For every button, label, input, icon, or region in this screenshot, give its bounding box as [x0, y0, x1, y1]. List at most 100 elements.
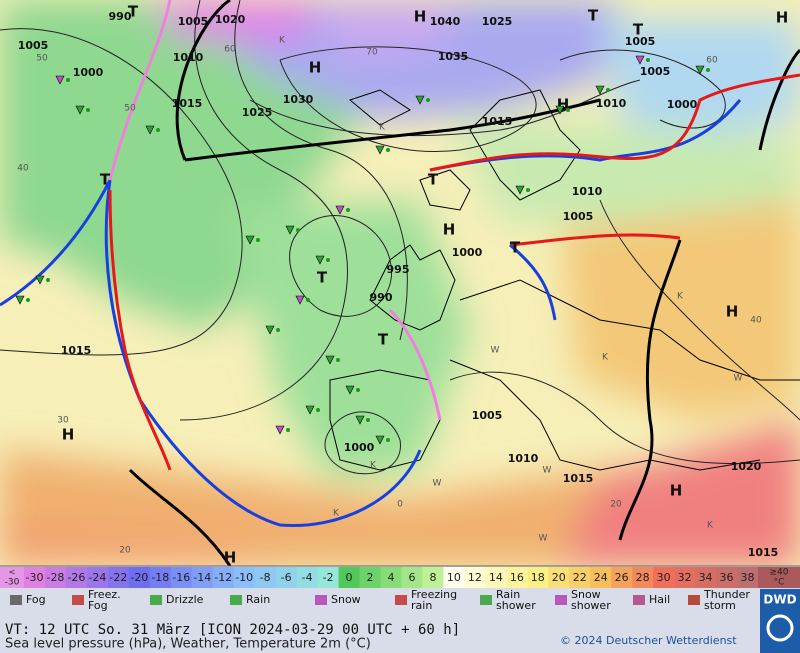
isobar-label: 1005: [563, 210, 594, 223]
temperature-label: K: [279, 36, 286, 46]
weather-symbol: [316, 408, 320, 412]
weather-symbol: [375, 435, 385, 445]
legend-label: Freezing rain: [411, 588, 457, 612]
pressure-center: H: [726, 303, 739, 321]
colorbar-cell: [212, 567, 235, 588]
description: Sea level pressure (hPa), Weather, Tempe…: [5, 637, 371, 652]
colorbar-label: -10: [235, 571, 253, 584]
colorbar-label: 24: [594, 571, 608, 584]
weather-symbol: [66, 78, 70, 82]
colorbar-label: ≥40: [770, 568, 789, 578]
isobar-label: 1005: [472, 409, 503, 422]
colorbar-label: -30: [26, 571, 44, 584]
weather-symbol: [305, 405, 315, 415]
colorbar-label: 26: [615, 571, 629, 584]
legend-label: Fog: [26, 593, 46, 606]
colorbar-cell: [716, 567, 738, 588]
isobar-label: 1010: [173, 51, 204, 64]
weather-symbol: [286, 428, 290, 432]
colorbar-cell: [443, 567, 465, 588]
weather-symbol: [265, 325, 275, 335]
isobar-label: 1030: [283, 93, 314, 106]
pressure-center: T: [588, 7, 599, 25]
colorbar-cell: [317, 567, 340, 588]
isobar-label: 1005: [18, 39, 49, 52]
weather-symbol: [515, 185, 525, 195]
weather-symbol: [526, 188, 530, 192]
temperature-label: K: [602, 353, 609, 363]
colorbar-cell: [506, 567, 528, 588]
weather-symbol: [335, 205, 345, 215]
weather-symbol: [326, 258, 330, 262]
isobar-label: 1015: [172, 97, 203, 110]
colorbar-cell: [590, 567, 612, 588]
colorbar-cell: [632, 567, 654, 588]
logo-text: DWD: [763, 593, 796, 607]
legend-label: Rain: [246, 593, 270, 606]
colorbar-label: 22: [573, 571, 587, 584]
isobar-label: 1000: [667, 98, 698, 111]
dwd-logo: [760, 589, 800, 653]
pressure-center: H: [443, 221, 456, 239]
colorbar-label: -22: [109, 571, 127, 584]
isobar-label: 1000: [452, 246, 483, 259]
pressure-center: H: [224, 549, 237, 567]
colorbar-label: -20: [130, 571, 148, 584]
fronts: [0, 0, 800, 528]
colorbar-cell: [674, 567, 696, 588]
legend-label: Snow: [331, 593, 361, 606]
weather-symbol: [275, 425, 285, 435]
colorbar-cell: [107, 567, 130, 588]
isobar-label: 995: [387, 263, 410, 276]
legend-icon: [395, 595, 407, 605]
weather-symbol: [156, 128, 160, 132]
temperature-label: 70: [366, 48, 378, 58]
colorbar-cell: [275, 567, 298, 588]
temperature-label: K: [677, 292, 684, 302]
colorbar-cell: [527, 567, 549, 588]
weather-symbol: [356, 388, 360, 392]
weather-symbol: [75, 105, 85, 115]
pressure-center: T: [317, 269, 328, 287]
colorbar-label: <: [9, 568, 16, 577]
colorbar-label: 18: [531, 571, 545, 584]
colorbar-cell: [86, 567, 109, 588]
weather-symbol: [15, 295, 25, 305]
weather-symbol: [345, 385, 355, 395]
isobar-label: 1005: [178, 15, 209, 28]
colorbar-cell: [254, 567, 277, 588]
pressure-center: T: [378, 331, 389, 349]
legend-label: Hail: [649, 593, 670, 606]
main-isobars: [128, 0, 800, 566]
weather-symbol: [296, 228, 300, 232]
legend-icon: [72, 595, 84, 605]
pressure-center: H: [776, 9, 789, 27]
colorbar-cell: [758, 567, 800, 588]
temperature-label: 50: [36, 54, 48, 64]
weather-symbol: [346, 208, 350, 212]
weather-symbol: [336, 358, 340, 362]
colorbar-cell: [233, 567, 256, 588]
colorbar-cell: [695, 567, 717, 588]
isobar-label: 1040: [430, 15, 461, 28]
weather-symbol: [635, 55, 645, 65]
weather-symbol: [256, 238, 260, 242]
pressure-center: H: [62, 426, 75, 444]
legend-icon: [150, 595, 162, 605]
weather-symbol: [415, 95, 425, 105]
legend-label: Drizzle: [166, 593, 204, 606]
weather-symbol: [355, 415, 365, 425]
legend-label: Rain shower: [496, 588, 536, 612]
isobar-label: 1025: [242, 106, 273, 119]
colorbar-label: -4: [302, 571, 313, 584]
colorbar-cell: [548, 567, 570, 588]
colorbar-cell: [128, 567, 151, 588]
isobar-label: 1000: [344, 441, 375, 454]
map-area: [0, 0, 800, 566]
colorbar-label: -12: [214, 571, 232, 584]
legend-label: Thunder storm: [703, 588, 750, 612]
colorbar-cell: [24, 567, 46, 588]
colorbar-label: -26: [67, 571, 85, 584]
temperature-label: W: [433, 479, 442, 489]
isobar-label: 1015: [482, 115, 513, 128]
